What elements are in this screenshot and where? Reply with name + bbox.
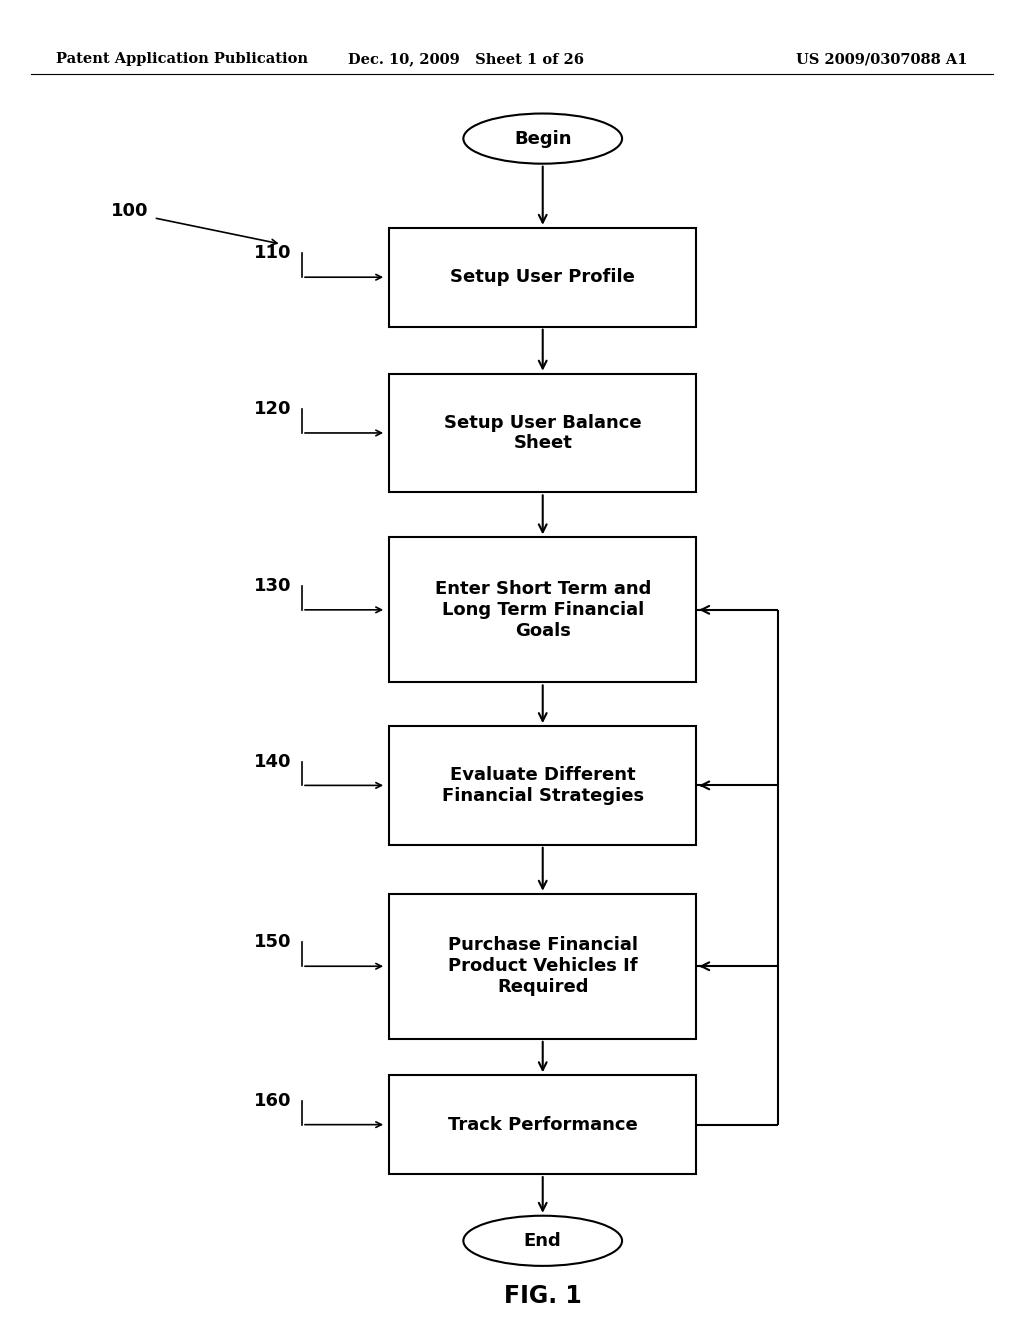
Text: Track Performance: Track Performance [447, 1115, 638, 1134]
Ellipse shape [463, 1216, 623, 1266]
Text: Setup User Balance
Sheet: Setup User Balance Sheet [444, 413, 641, 453]
Text: Enter Short Term and
Long Term Financial
Goals: Enter Short Term and Long Term Financial… [434, 579, 651, 640]
Text: 100: 100 [111, 202, 148, 220]
Text: Patent Application Publication: Patent Application Publication [56, 53, 308, 66]
Text: US 2009/0307088 A1: US 2009/0307088 A1 [797, 53, 968, 66]
Text: 160: 160 [254, 1092, 292, 1110]
Text: Setup User Profile: Setup User Profile [451, 268, 635, 286]
Text: Begin: Begin [514, 129, 571, 148]
Ellipse shape [463, 114, 623, 164]
FancyBboxPatch shape [389, 227, 696, 326]
FancyBboxPatch shape [389, 894, 696, 1039]
Text: End: End [524, 1232, 561, 1250]
FancyBboxPatch shape [389, 537, 696, 682]
Text: 140: 140 [254, 752, 292, 771]
Text: Evaluate Different
Financial Strategies: Evaluate Different Financial Strategies [441, 766, 644, 805]
Text: 110: 110 [254, 244, 292, 263]
FancyBboxPatch shape [389, 726, 696, 845]
Text: Purchase Financial
Product Vehicles If
Required: Purchase Financial Product Vehicles If R… [447, 936, 638, 997]
Text: FIG. 1: FIG. 1 [504, 1284, 582, 1308]
Text: 120: 120 [254, 400, 292, 418]
Text: 150: 150 [254, 933, 292, 952]
FancyBboxPatch shape [389, 1074, 696, 1175]
FancyBboxPatch shape [389, 374, 696, 492]
Text: 130: 130 [254, 577, 292, 595]
Text: Dec. 10, 2009   Sheet 1 of 26: Dec. 10, 2009 Sheet 1 of 26 [348, 53, 584, 66]
